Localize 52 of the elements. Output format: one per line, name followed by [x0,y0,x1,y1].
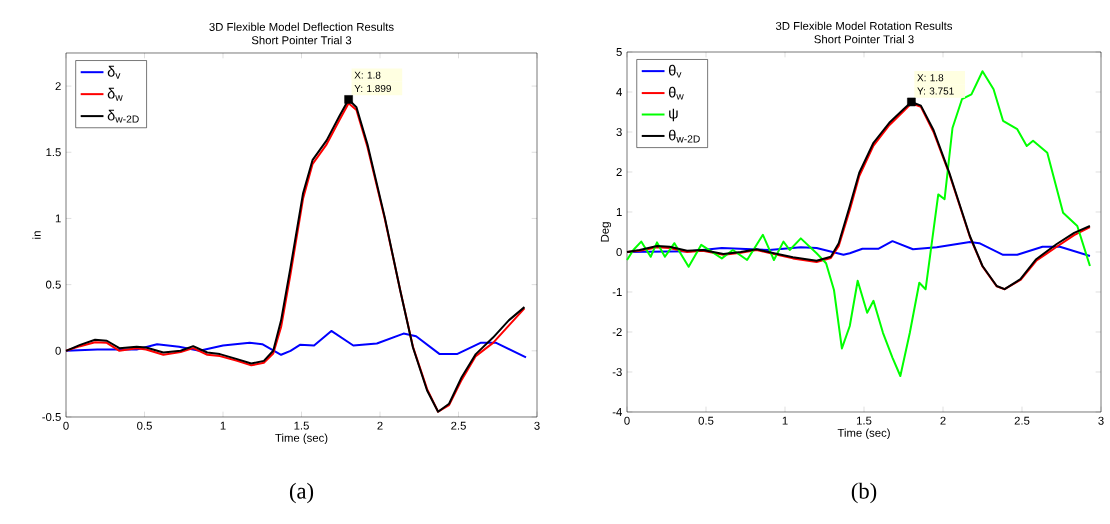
x-tick-label: 0 [624,416,630,425]
x-tick-label: 0.5 [137,421,152,430]
annotation: X: 1.8 [354,71,381,79]
y-tick-label: 0.5 [45,280,61,289]
chart-subtitle: Short Pointer Trial 3 [814,34,914,44]
legend-label: θ$_{w-2D}$ [668,129,700,143]
y-axis-title: in [32,231,41,239]
x-axis-title: Time (sec) [275,433,328,445]
x-tick-label: 0 [63,421,69,430]
y-tick-label: -4 [612,408,622,416]
x-axis-title: Time (sec) [837,428,890,440]
x-tick-label: 2.5 [1014,416,1030,425]
y-tick-label: -3 [612,367,622,376]
x-tick-label: 3 [1098,416,1104,425]
chart-title: 3D Flexible Model Rotation Results [775,21,953,30]
y-tick-label: 0 [616,247,622,256]
chart-title: 3D Flexible Model Deflection Results [209,22,394,31]
y-tick-label: 5 [616,48,622,56]
x-tick-label: 0.5 [698,416,714,425]
x-tick-label: 1.5 [294,421,309,430]
line-series [65,329,528,359]
legend-label: θ$_{v}$ [668,64,682,78]
y-tick-label: 0 [55,346,61,355]
legend-label: ψ [669,108,678,122]
y-tick-label: -0.5 [42,412,61,421]
y-tick-label: 3 [616,128,622,137]
text: (a) [289,482,314,504]
x-tick-label: 2 [940,416,946,425]
y-tick-label: -2 [612,328,622,336]
y-tick-label: 1 [616,208,622,216]
x-tick-label: 3 [534,421,540,430]
annotation: Y: 3.751 [917,87,954,95]
x-tick-label: 1.5 [856,416,872,425]
chart-subtitle: Short Pointer Trial 3 [251,35,352,45]
legend-label: δ$_{w-2D}$ [107,109,139,123]
y-axis-title: Deg [600,222,612,242]
annotation: X: 1.8 [917,74,944,82]
y-tick-label: 2 [616,168,622,176]
legend-label: θ$_{w}$ [668,86,684,100]
x-tick-label: 1 [782,416,788,425]
x-tick-label: 1 [220,421,226,430]
text: (b) [851,482,877,504]
y-tick-label: -1 [612,288,622,296]
y-tick-label: 4 [616,88,622,96]
x-tick-label: 2 [377,421,383,430]
annotation: Y: 1.899 [354,84,391,93]
y-tick-label: 1 [55,214,61,223]
y-tick-label: 2 [55,82,61,91]
x-tick-label: 2.5 [451,421,466,430]
y-tick-label: 1.5 [46,148,61,157]
legend-label: δ$_{w}$ [107,87,123,101]
legend-label: δ$_{v}$ [107,65,121,79]
